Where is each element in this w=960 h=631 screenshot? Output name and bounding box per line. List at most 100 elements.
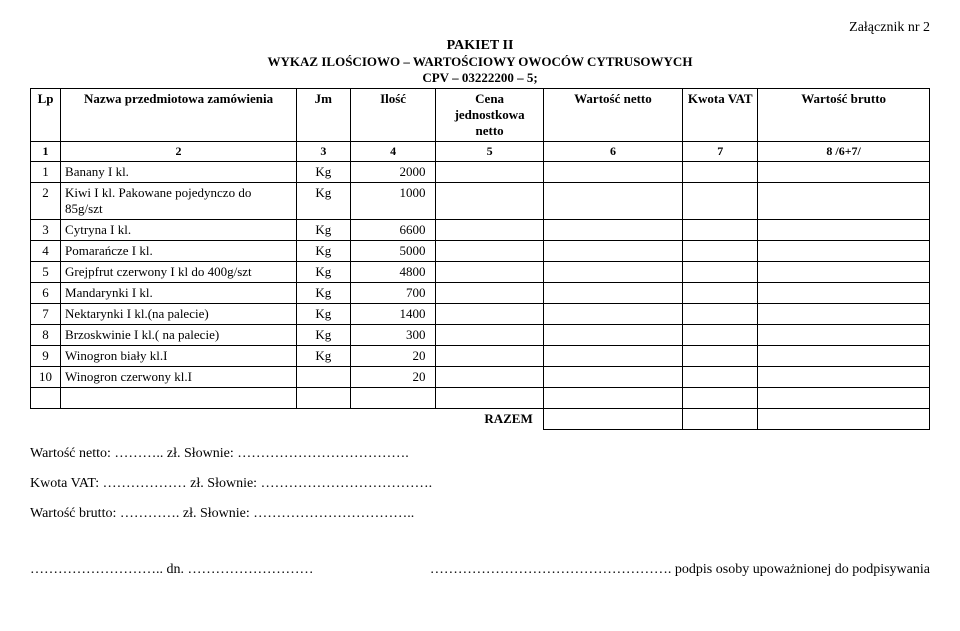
cell-vat: [683, 262, 758, 283]
cell-ilosc: 1000: [350, 183, 436, 220]
cell-wbrutto: [758, 220, 930, 241]
table-row: 8Brzoskwinie I kl.( na palecie)Kg300: [31, 325, 930, 346]
table-row: 9Winogron biały kl.IKg20: [31, 346, 930, 367]
cell-ilosc: 1400: [350, 304, 436, 325]
cell-wnet: [543, 262, 682, 283]
cell-lp: 7: [31, 304, 61, 325]
cell-jm: Kg: [297, 162, 351, 183]
footer-block: Wartość netto: ……….. zł. Słownie: …………………: [30, 446, 930, 522]
num-2: 2: [61, 142, 297, 162]
header-row: Lp Nazwa przedmiotowa zamówienia Jm Iloś…: [31, 89, 930, 142]
cell-ilosc: 4800: [350, 262, 436, 283]
date-placeholder: ……………………….. dn. ………………………: [30, 562, 314, 578]
num-7: 7: [683, 142, 758, 162]
cell-wnet: [543, 325, 682, 346]
cell-nazwa: Banany I kl.: [61, 162, 297, 183]
attachment-label: Załącznik nr 2: [30, 20, 930, 36]
cell-wnet: [543, 283, 682, 304]
cell-cena: [436, 241, 543, 262]
cell-wnet: [543, 241, 682, 262]
cell-wnet: [543, 346, 682, 367]
cell-nazwa: Mandarynki I kl.: [61, 283, 297, 304]
cell-wbrutto: [758, 325, 930, 346]
cell-ilosc: 300: [350, 325, 436, 346]
cell-ilosc: 6600: [350, 220, 436, 241]
razem-wnet: [543, 409, 682, 430]
cell-lp: 1: [31, 162, 61, 183]
cell-nazwa: Grejpfrut czerwony I kl do 400g/szt: [61, 262, 297, 283]
col-nazwa: Nazwa przedmiotowa zamówienia: [61, 89, 297, 142]
num-1: 1: [31, 142, 61, 162]
cell-wbrutto: [758, 262, 930, 283]
cell-wnet: [543, 183, 682, 220]
main-table: Lp Nazwa przedmiotowa zamówienia Jm Iloś…: [30, 88, 930, 430]
cell-jm: Kg: [297, 325, 351, 346]
cell-vat: [683, 220, 758, 241]
num-8: 8 /6+7/: [758, 142, 930, 162]
cell-lp: 9: [31, 346, 61, 367]
cell-lp: 10: [31, 367, 61, 388]
cell-wnet: [543, 220, 682, 241]
cell-wbrutto: [758, 346, 930, 367]
cell-jm: Kg: [297, 241, 351, 262]
table-row: 6Mandarynki I kl.Kg700: [31, 283, 930, 304]
footer-wartosc-netto: Wartość netto: ……….. zł. Słownie: …………………: [30, 446, 930, 462]
cell-vat: [683, 183, 758, 220]
cell-jm: [297, 367, 351, 388]
num-5: 5: [436, 142, 543, 162]
cell-wnet: [543, 162, 682, 183]
col-wbrutto: Wartość brutto: [758, 89, 930, 142]
cell-wnet: [543, 367, 682, 388]
razem-label: RAZEM: [436, 409, 543, 430]
cell-cena: [436, 346, 543, 367]
cell-vat: [683, 283, 758, 304]
signature-placeholder: ……………………………………………. podpis osoby upoważni…: [430, 562, 930, 578]
cpv-code: CPV – 03222200 – 5;: [30, 70, 930, 86]
cell-wbrutto: [758, 183, 930, 220]
wykaz-title: WYKAZ ILOŚCIOWO – WARTOŚCIOWY OWOCÓW CYT…: [30, 54, 930, 70]
table-row: 10Winogron czerwony kl.I20: [31, 367, 930, 388]
cell-jm: Kg: [297, 220, 351, 241]
col-cena: Cena jednostkowa netto: [436, 89, 543, 142]
signature-row: ……………………….. dn. ……………………… ………………………………………: [30, 562, 930, 578]
col-lp: Lp: [31, 89, 61, 142]
cell-ilosc: 20: [350, 367, 436, 388]
num-6: 6: [543, 142, 682, 162]
table-row: 7Nektarynki I kl.(na palecie)Kg1400: [31, 304, 930, 325]
cell-lp: 6: [31, 283, 61, 304]
cell-lp: 3: [31, 220, 61, 241]
num-3: 3: [297, 142, 351, 162]
cell-wbrutto: [758, 367, 930, 388]
cell-cena: [436, 283, 543, 304]
razem-vat: [683, 409, 758, 430]
cell-cena: [436, 325, 543, 346]
cell-cena: [436, 162, 543, 183]
cell-wnet: [543, 304, 682, 325]
table-row: 4Pomarańcze I kl.Kg5000: [31, 241, 930, 262]
razem-row: RAZEM: [31, 409, 930, 430]
col-vat: Kwota VAT: [683, 89, 758, 142]
cell-nazwa: Kiwi I kl. Pakowane pojedynczo do 85g/sz…: [61, 183, 297, 220]
table-body: 1Banany I kl.Kg20002Kiwi I kl. Pakowane …: [31, 162, 930, 430]
cell-vat: [683, 325, 758, 346]
cell-nazwa: Brzoskwinie I kl.( na palecie): [61, 325, 297, 346]
num-4: 4: [350, 142, 436, 162]
cell-cena: [436, 220, 543, 241]
cell-jm: Kg: [297, 304, 351, 325]
cell-lp: 4: [31, 241, 61, 262]
numbering-row: 1 2 3 4 5 6 7 8 /6+7/: [31, 142, 930, 162]
cell-cena: [436, 183, 543, 220]
footer-kwota-vat: Kwota VAT: ……………… zł. Słownie: …………………………: [30, 476, 930, 492]
cell-cena: [436, 367, 543, 388]
table-row: 3Cytryna I kl.Kg6600: [31, 220, 930, 241]
cell-vat: [683, 346, 758, 367]
table-row: 5Grejpfrut czerwony I kl do 400g/sztKg48…: [31, 262, 930, 283]
cell-vat: [683, 367, 758, 388]
cell-cena: [436, 262, 543, 283]
cell-wbrutto: [758, 162, 930, 183]
cell-cena: [436, 304, 543, 325]
cell-jm: Kg: [297, 346, 351, 367]
razem-wbrutto: [758, 409, 930, 430]
cell-ilosc: 5000: [350, 241, 436, 262]
pakiet-title: PAKIET II: [30, 38, 930, 54]
